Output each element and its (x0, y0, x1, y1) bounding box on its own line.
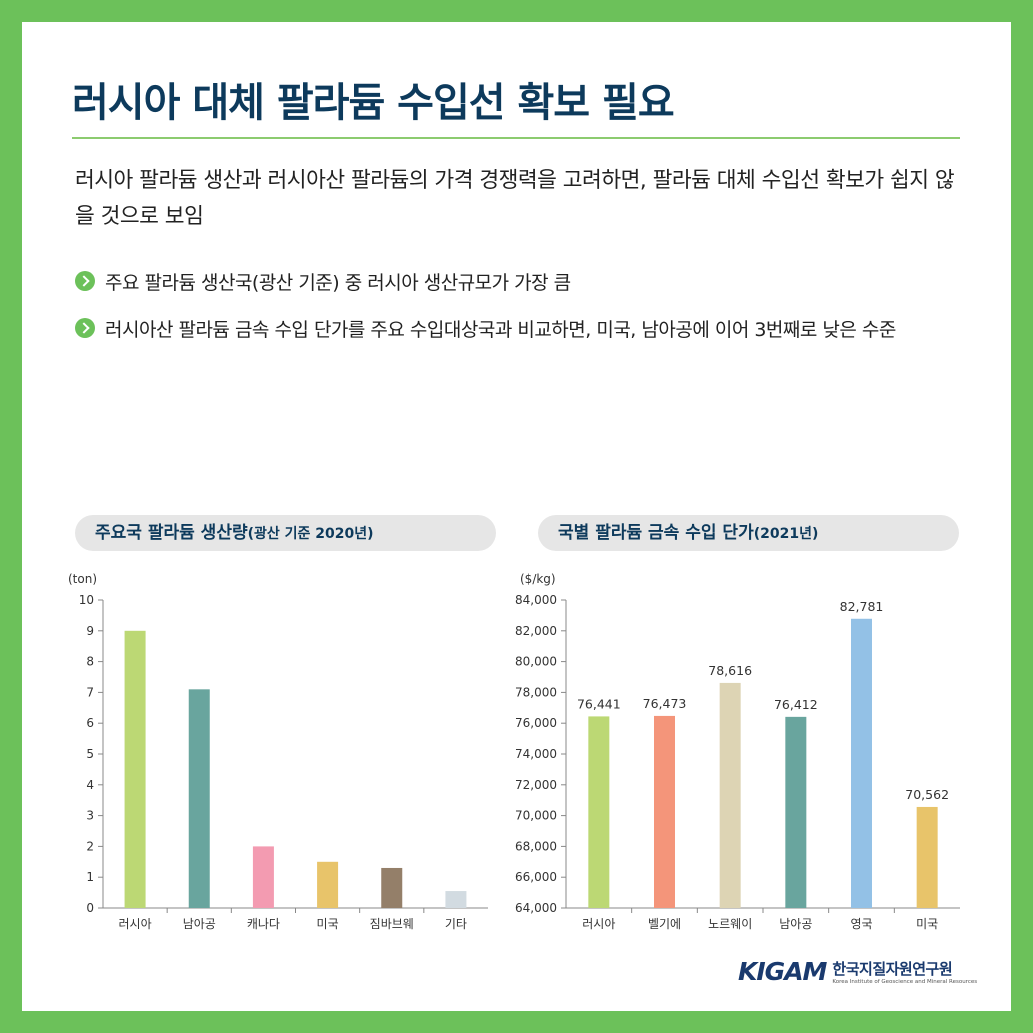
data-label: 82,781 (840, 599, 884, 614)
summary-text: 러시아 팔라듐 생산과 러시아산 팔라듐의 가격 경쟁력을 고려하면, 팔라듐 … (75, 168, 955, 229)
x-tick-label: 남아공 (183, 917, 216, 931)
y-tick-label: 84,000 (515, 593, 557, 607)
logo-english-name: Korea Institute of Geoscience and Minera… (832, 978, 978, 985)
chart2-title-pill: 국별 팔라듐 금속 수입 단가(2021년) (538, 515, 959, 551)
bullet-item: 주요 팔라듐 생산국(광산 기준) 중 러시아 생산규모가 가장 큼 (75, 264, 975, 298)
x-tick-label: 러시아 (582, 917, 615, 931)
y-tick-label: 70,000 (515, 809, 557, 823)
data-label: 78,616 (708, 663, 752, 678)
data-label: 76,412 (774, 697, 818, 712)
y-tick-label: 72,000 (515, 778, 557, 792)
chevron-right-icon (75, 318, 95, 338)
bar (252, 846, 274, 908)
y-tick-label: 1 (86, 870, 94, 884)
chart2-title: 국별 팔라듐 금속 수입 단가 (558, 523, 754, 543)
data-label: 76,473 (643, 696, 687, 711)
y-tick-label: 10 (79, 593, 94, 607)
x-tick-label: 러시아 (119, 917, 152, 931)
bar (719, 682, 741, 908)
x-tick-label: 미국 (317, 917, 339, 931)
chevron-right-icon (75, 271, 95, 291)
y-tick-label: 76,000 (515, 716, 557, 730)
bullet-text: 러시아산 팔라듐 금속 수입 단가를 주요 수입대상국과 비교하면, 미국, 남… (105, 318, 896, 341)
y-tick-label: 66,000 (515, 870, 557, 884)
y-unit-label: (ton) (68, 572, 97, 586)
bar (588, 716, 610, 908)
bar (188, 689, 210, 908)
chart2-subtitle: (2021년) (753, 526, 819, 542)
y-tick-label: 9 (86, 624, 94, 638)
bar (654, 715, 675, 908)
bullet-text: 주요 팔라듐 생산국(광산 기준) 중 러시아 생산규모가 가장 큼 (105, 271, 571, 294)
chart1-title: 주요국 팔라듐 생산량 (95, 523, 248, 543)
logo-mark: KIGAM (738, 956, 827, 986)
data-label: 70,562 (905, 787, 949, 802)
y-tick-label: 6 (86, 716, 94, 730)
bar (124, 630, 146, 908)
title-divider (72, 137, 960, 139)
chart1-subtitle: (광산 기준 2020년) (247, 526, 374, 542)
x-tick-label: 미국 (916, 917, 938, 931)
bar (381, 867, 403, 908)
y-tick-label: 80,000 (515, 655, 557, 669)
page-title: 러시아 대체 팔라듐 수입선 확보 필요 (72, 80, 675, 126)
data-label: 76,441 (577, 696, 621, 711)
x-tick-label: 노르웨이 (708, 917, 752, 931)
production-chart: (ton) 0 1 2 3 4 5 6 7 8 9 10 러시아 남아공 캐나다 미국 짐바브웨 기타 (68, 572, 488, 931)
y-tick-label: 68,000 (515, 839, 557, 853)
bar (445, 891, 467, 908)
y-tick-label: 7 (86, 685, 94, 699)
bar (916, 806, 938, 908)
bullet-item: 러시아산 팔라듐 금속 수입 단가를 주요 수입대상국과 비교하면, 미국, 남… (75, 311, 975, 345)
kigam-logo: KIGAM 한국지질자원연구원 Korea Institute of Geosc… (738, 956, 977, 986)
y-tick-label: 4 (86, 778, 94, 792)
logo-text: 한국지질자원연구원 Korea Institute of Geoscience … (832, 958, 977, 985)
y-tick-label: 78,000 (515, 685, 557, 699)
x-tick-label: 벨기에 (648, 917, 681, 931)
y-tick-label: 8 (86, 655, 94, 669)
bar (851, 618, 872, 908)
x-tick-label: 기타 (445, 917, 467, 931)
y-tick-label: 74,000 (515, 747, 557, 761)
x-tick-label: 짐바브웨 (370, 917, 414, 931)
y-tick-label: 2 (86, 839, 94, 853)
bar (317, 861, 339, 908)
logo-korean-name: 한국지질자원연구원 (832, 959, 953, 978)
y-tick-label: 3 (86, 809, 94, 823)
y-tick-label: 0 (86, 901, 94, 915)
y-tick-label: 82,000 (515, 624, 557, 638)
y-tick-label: 5 (86, 747, 94, 761)
bar (785, 716, 807, 908)
import-price-chart: ($/kg) 64,000 66,000 68,000 70,000 72,000 74,0… (515, 572, 960, 931)
y-tick-label: 64,000 (515, 901, 557, 915)
chart1-title-pill: 주요국 팔라듐 생산량(광산 기준 2020년) (75, 515, 496, 551)
x-tick-label: 영국 (850, 917, 872, 931)
x-tick-label: 남아공 (779, 917, 812, 931)
y-unit-label: ($/kg) (520, 572, 556, 586)
x-tick-label: 캐나다 (247, 917, 280, 931)
bullet-list: 주요 팔라듐 생산국(광산 기준) 중 러시아 생산규모가 가장 큼 러시아산 … (75, 264, 975, 358)
